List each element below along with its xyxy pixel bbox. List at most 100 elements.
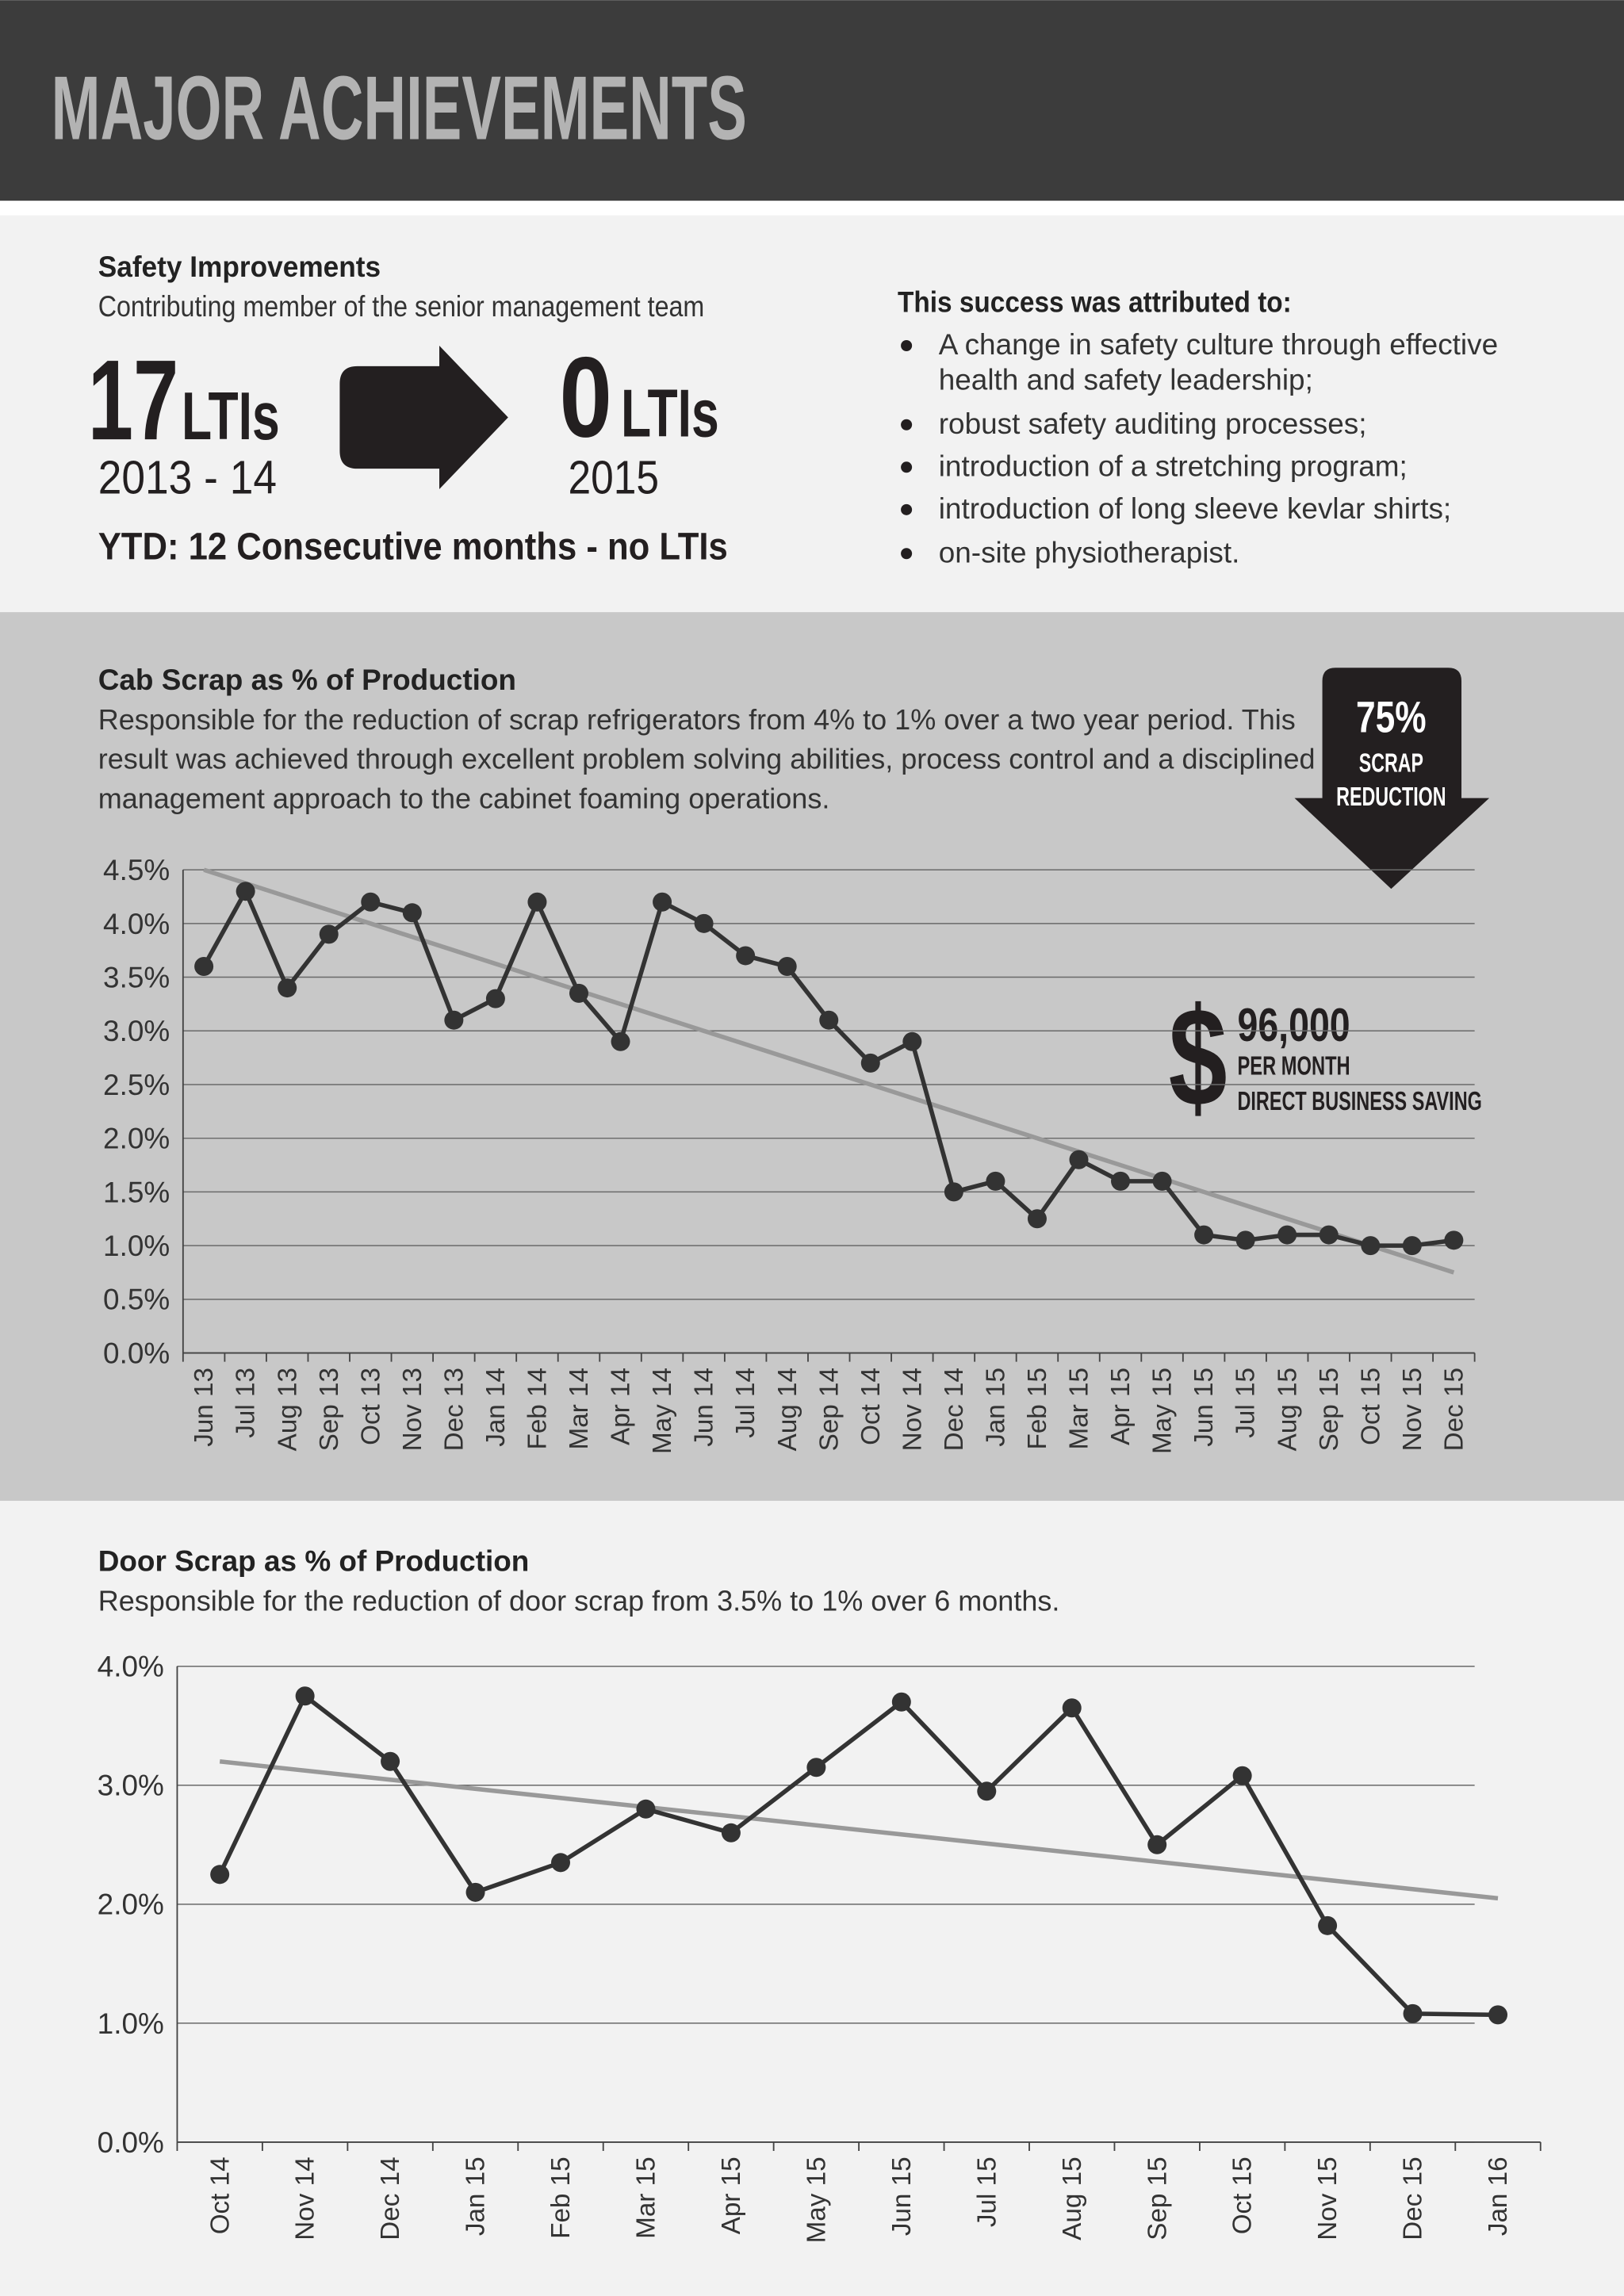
data-point [1062,1698,1082,1718]
data-point [653,892,672,912]
x-tick-label: Nov 14 [291,2156,320,2240]
x-tick-label: Jun 15 [1189,1368,1219,1447]
x-tick-label: Oct 15 [1228,2156,1258,2234]
data-point [1194,1225,1214,1245]
y-tick-label: 1.0% [103,1230,170,1262]
x-tick-label: Oct 13 [356,1368,385,1445]
data-point [860,1053,880,1073]
x-tick-label: Oct 14 [856,1368,886,1445]
x-tick-label: Sep 15 [1315,1368,1344,1451]
data-point [1488,2005,1508,2025]
chart-description: management approach to the cabinet foami… [98,783,830,815]
data-point [986,1171,1005,1191]
data-point [1111,1171,1131,1191]
data-point [210,1865,230,1885]
data-point [1318,1915,1338,1935]
attributed-title: This success was attributed to: [898,286,1292,319]
badge-line1: SCRAP [1359,748,1423,778]
safety-subtitle: Contributing member of the senior manage… [98,290,705,323]
bullet-text: health and safety leadership; [939,363,1313,396]
x-tick-label: Jul 14 [731,1368,760,1438]
saving-line2: DIRECT BUSINESS SAVING [1237,1087,1481,1116]
data-point [777,957,797,977]
bullet-dot [901,503,913,515]
x-tick-label: Jan 14 [481,1368,511,1447]
y-tick-label: 2.0% [103,1123,170,1155]
x-tick-label: Oct 15 [1356,1368,1385,1445]
x-tick-label: Nov 15 [1398,1368,1427,1451]
data-point [694,913,714,933]
x-tick-label: Dec 14 [940,1368,969,1451]
trend-line [203,867,1455,1275]
line-chart: Cab Scrap as % of Production Responsible … [98,664,1476,1454]
x-tick-label: Jun 15 [887,2156,917,2236]
data-point [721,1823,741,1843]
x-tick-label: Nov 14 [898,1368,927,1451]
data-point [1444,1230,1464,1250]
y-tick-label: 0.5% [103,1284,170,1316]
before-period: 2013 - 14 [98,452,277,504]
x-tick-label: Dec 13 [439,1368,469,1451]
after-number: 0 [559,333,611,461]
x-tick-label: Aug 15 [1058,2156,1087,2240]
data-point [1147,1835,1167,1854]
x-tick-label: Sep 15 [1143,2156,1172,2240]
y-tick-label: 3.5% [103,961,170,993]
y-tick-label: 2.0% [98,1888,164,1921]
bullet-dot [901,548,913,560]
bullet-text: robust safety auditing processes; [939,408,1367,440]
data-point [465,1882,485,1902]
y-tick-label: 0.0% [103,1337,170,1369]
y-tick-label: 2.5% [103,1069,170,1101]
after-period: 2015 [569,452,659,504]
data-point [902,1031,922,1051]
after-unit: LTIs [621,375,719,450]
data-point [1027,1209,1047,1229]
data-point [194,957,214,977]
x-tick-label: Dec 14 [376,2156,405,2240]
data-point [527,892,547,912]
x-tick-label: Apr 15 [717,2156,746,2234]
x-tick-label: Mar 15 [1065,1368,1094,1449]
y-tick-label: 1.0% [98,2007,164,2040]
bullet-text: A change in safety culture through effec… [939,328,1498,361]
data-point [1152,1171,1172,1191]
data-point [236,882,255,901]
chart-title: Door Scrap as % of Production [98,1545,530,1578]
x-tick-label: Dec 15 [1439,1368,1469,1451]
data-point [806,1758,826,1777]
data-point [1361,1236,1381,1256]
safety-band [0,215,1624,613]
x-tick-label: Aug 15 [1273,1368,1302,1451]
door-band [0,1501,1624,2296]
x-tick-label: Jul 13 [232,1368,261,1438]
data-point [295,1686,315,1706]
y-tick-label: 3.0% [98,1770,164,1802]
x-tick-label: Nov 15 [1313,2156,1342,2240]
x-tick-label: Jun 14 [690,1368,719,1447]
line-chart: Door Scrap as % of Production Responsible… [98,1545,1542,2243]
chart-description: result was achieved through excellent pr… [98,743,1316,775]
data-point [1232,1766,1252,1785]
badge-percent: 75% [1356,693,1427,742]
data-point [1319,1225,1339,1245]
trend-line [219,1759,1499,1901]
y-tick-label: 3.0% [103,1015,170,1047]
x-tick-label: Oct 14 [205,2156,235,2234]
x-tick-label: Aug 14 [773,1368,802,1451]
saving-symbol: $ [1169,978,1228,1135]
bullet-dot [901,419,913,430]
x-tick-label: Mar 14 [565,1368,594,1449]
before-number: 17 [88,336,178,464]
y-tick-label: 0.0% [98,2126,164,2159]
header-band [0,0,1624,201]
x-tick-label: Jun 13 [190,1368,219,1447]
x-tick-label: Dec 15 [1399,2156,1428,2240]
x-tick-label: May 15 [802,2156,831,2243]
x-tick-label: Jan 15 [462,2156,491,2236]
chart-description: Responsible for the reduction of scrap r… [98,703,1296,736]
x-tick-label: Jul 15 [1231,1368,1261,1438]
bullet-dot [901,461,913,473]
chart-description: Responsible for the reduction of door sc… [98,1585,1060,1617]
